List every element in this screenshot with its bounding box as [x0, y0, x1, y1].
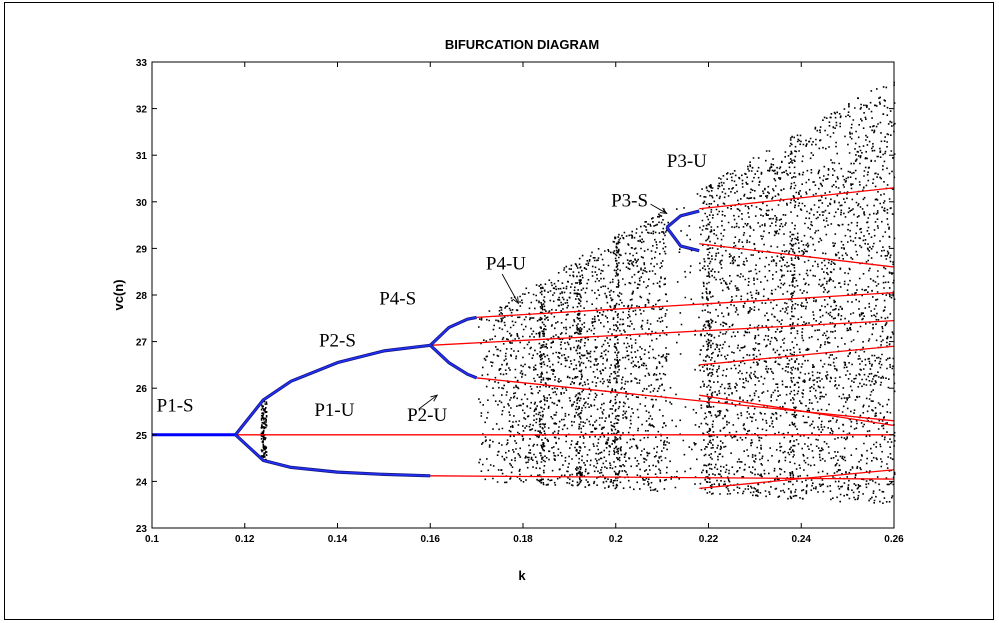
unstable-branch	[699, 394, 895, 427]
y-tick-label: 29	[136, 244, 148, 255]
annotation-label: P1-S	[157, 396, 194, 417]
y-tick-label: 31	[136, 151, 148, 162]
arrow-head	[430, 394, 439, 402]
x-tick-label: 0.12	[235, 534, 255, 545]
x-tick-label: 0.14	[328, 534, 348, 545]
stable-branch-highlight	[666, 226, 700, 252]
stable-branch-highlight	[234, 434, 431, 477]
y-tick-label: 30	[136, 198, 148, 209]
plot-area: 0.1 0.12 0.14 0.16 0.18 0.2 0.22 0.24 0.26 23 24 25…	[136, 58, 904, 545]
annotation-arrow	[418, 394, 438, 410]
y-tick-label: 33	[136, 58, 148, 69]
unstable-branch	[699, 469, 895, 490]
y-tick-label: 32	[136, 105, 148, 116]
y-axis-label: vc(n)	[111, 279, 126, 310]
x-tick-label: 0.26	[884, 534, 904, 545]
x-tick-label: 0.2	[609, 534, 623, 545]
unstable-branch	[476, 292, 895, 319]
x-tick-label: 0.16	[421, 534, 441, 545]
stable-branch-highlight	[429, 344, 477, 379]
axis-ticks: 0.1 0.12 0.14 0.16 0.18 0.2 0.22 0.24 0.26 23 24 25…	[136, 58, 904, 545]
y-tick-label: 27	[136, 338, 148, 349]
unstable-branch	[430, 475, 895, 480]
annotation-label: P2-S	[319, 330, 356, 351]
x-tick-label: 0.24	[792, 534, 812, 545]
y-tick-label: 26	[136, 384, 148, 395]
data-marks	[152, 81, 896, 504]
annotation-label: P4-U	[486, 253, 526, 274]
x-axis-label: k	[518, 568, 526, 583]
annotation-label: P4-S	[379, 288, 416, 309]
stable-branch-highlight	[234, 344, 431, 436]
annotation-label: P3-S	[611, 190, 648, 211]
stable-branch-highlight	[429, 316, 477, 346]
arrow-head	[512, 296, 519, 305]
plot-background	[152, 62, 894, 528]
y-tick-label: 24	[136, 477, 148, 488]
annotation-arrow	[501, 273, 519, 304]
arrow-head	[659, 207, 668, 215]
annotations: P1-S P1-U P2-S P2-U P4-S P4-U P3-S P3-U	[157, 151, 708, 426]
chart-title: BIFURCATION DIAGRAM	[445, 37, 599, 52]
unstable-branch	[699, 187, 895, 210]
y-tick-label: 23	[136, 524, 148, 535]
y-tick-label: 28	[136, 291, 148, 302]
figure-frame	[4, 2, 994, 620]
annotation-label: P2-U	[407, 405, 447, 426]
unstable-branch	[430, 319, 895, 346]
annotation-label: P1-U	[314, 400, 354, 421]
x-tick-label: 0.18	[513, 534, 533, 545]
unstable-branch	[699, 243, 895, 268]
y-tick-label: 25	[136, 431, 148, 442]
annotation-arrow	[650, 203, 667, 214]
stable-branch-highlight	[666, 210, 700, 228]
annotation-label: P3-U	[667, 151, 707, 172]
x-tick-label: 0.1	[145, 534, 159, 545]
unstable-branch	[699, 345, 895, 366]
x-tick-label: 0.22	[699, 534, 719, 545]
chaotic-points	[260, 81, 896, 504]
unstable-branch	[476, 377, 895, 422]
